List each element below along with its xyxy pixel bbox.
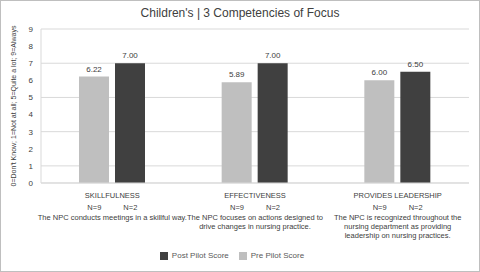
svg-text:N=2: N=2 <box>123 203 137 212</box>
html-text:Pre Pilot Score: Pre Pilot Score <box>250 251 305 260</box>
svg-text:nursing department as providin: nursing department as providing <box>344 222 451 231</box>
svg-text:4: 4 <box>29 110 34 119</box>
svg-text:EFFECTIVENESS: EFFECTIVENESS <box>224 191 286 200</box>
svg-text:N=9: N=9 <box>230 203 244 212</box>
svg-text:6.00: 6.00 <box>372 68 388 77</box>
svg-text:5: 5 <box>29 93 34 102</box>
svg-text:1: 1 <box>29 162 34 171</box>
svg-text:7.00: 7.00 <box>265 51 281 60</box>
html-text:Post Pilot Score: Post Pilot Score <box>171 251 229 260</box>
svg-text:7.00: 7.00 <box>122 51 138 60</box>
svg-text:N=2: N=2 <box>266 203 280 212</box>
svg-text:0=Don't Know; 1=Not at all; 5=: 0=Don't Know; 1=Not at all; 5=Quite a lo… <box>10 25 18 186</box>
html-text:Children's | 3 Competencies of: Children's | 3 Competencies of Focus <box>140 6 340 20</box>
svg-text:PROVIDES LEADERSHIP: PROVIDES LEADERSHIP <box>353 191 441 200</box>
svg-text:6: 6 <box>29 76 34 85</box>
svg-text:leadership on nursing practice: leadership on nursing practices. <box>345 231 451 240</box>
svg-text:2: 2 <box>29 145 34 154</box>
svg-text:7: 7 <box>29 59 34 68</box>
svg-text:6.50: 6.50 <box>408 60 424 69</box>
svg-text:0: 0 <box>29 179 34 188</box>
svg-text:The NPC conducts meetings in a: The NPC conducts meetings in a skillful … <box>38 213 187 222</box>
svg-text:N=9: N=9 <box>373 203 387 212</box>
svg-text:9: 9 <box>29 25 34 34</box>
svg-text:The NPC focuses on actions des: The NPC focuses on actions designed to <box>187 213 323 222</box>
svg-text:drive changes in nursing pract: drive changes in nursing practice. <box>199 222 311 231</box>
svg-text:N=9: N=9 <box>87 203 101 212</box>
svg-text:6.22: 6.22 <box>86 65 102 74</box>
svg-text:3: 3 <box>29 128 34 137</box>
svg-text:8: 8 <box>29 42 34 51</box>
svg-text:SKILLFULNESS: SKILLFULNESS <box>85 191 140 200</box>
svg-text:5.89: 5.89 <box>229 70 245 79</box>
svg-text:The NPC is recognized througho: The NPC is recognized throughout the <box>334 213 462 222</box>
svg-text:N=2: N=2 <box>409 203 423 212</box>
